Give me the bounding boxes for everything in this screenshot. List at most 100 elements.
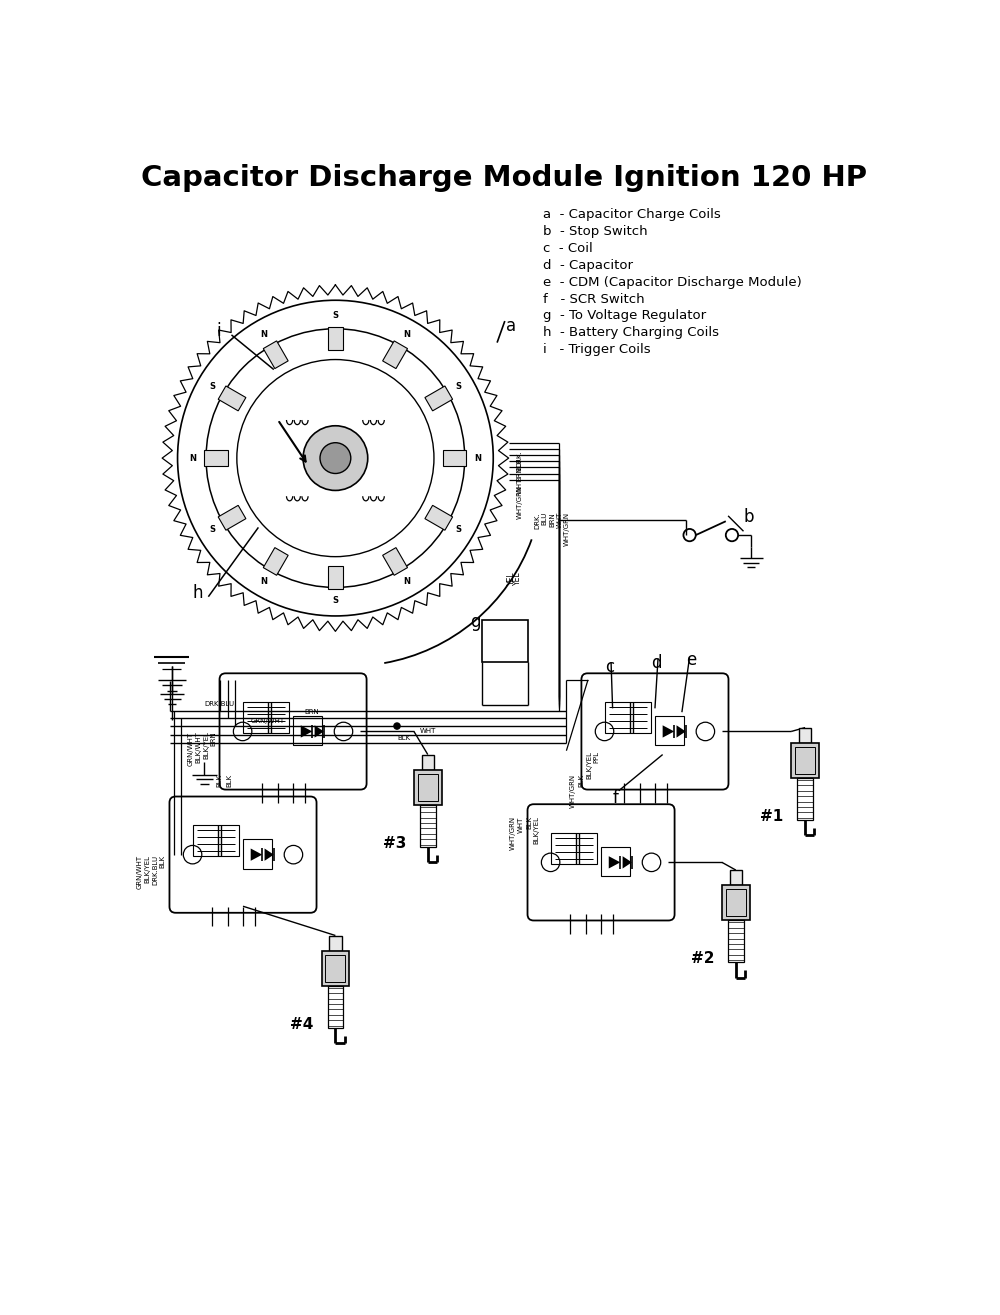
Text: #4: #4 (290, 1016, 314, 1031)
Text: c  - Coil: c - Coil (543, 242, 593, 255)
Bar (425, 505, 453, 530)
Text: GRN/WHT: GRN/WHT (188, 731, 194, 765)
Text: BRN: BRN (211, 731, 217, 746)
Text: BRN: BRN (549, 512, 555, 527)
Text: h  - Battery Charging Coils: h - Battery Charging Coils (543, 326, 719, 339)
Text: S: S (209, 525, 215, 534)
Text: BLK: BLK (160, 855, 166, 868)
Bar (728, 920, 744, 963)
Text: GRN/WHT: GRN/WHT (137, 855, 143, 889)
Text: YEL: YEL (507, 572, 516, 585)
Polygon shape (265, 848, 274, 861)
Bar (193, 826, 239, 856)
Circle shape (303, 426, 368, 490)
Bar (420, 805, 436, 847)
Text: BLK/YEL: BLK/YEL (533, 817, 539, 844)
Bar (422, 755, 434, 771)
Text: YEL: YEL (512, 572, 522, 585)
Bar (263, 547, 288, 576)
Bar (383, 341, 408, 368)
Bar (204, 451, 228, 466)
Text: N: N (403, 577, 410, 586)
Text: DRK.BLU: DRK.BLU (204, 701, 235, 707)
Bar (795, 747, 815, 773)
Text: WHT: WHT (420, 727, 436, 734)
Text: g  - To Voltage Regulator: g - To Voltage Regulator (543, 309, 706, 322)
Text: #1: #1 (760, 809, 784, 823)
Text: a: a (506, 317, 516, 334)
Bar (730, 871, 742, 885)
Text: BLU: BLU (516, 458, 522, 472)
Bar (655, 717, 684, 746)
Text: BLK: BLK (526, 817, 532, 830)
Text: e  - CDM (Capacitor Discharge Module): e - CDM (Capacitor Discharge Module) (543, 276, 802, 288)
Text: BLK: BLK (578, 773, 584, 786)
Polygon shape (663, 726, 674, 738)
Text: BLK/WHT: BLK/WHT (195, 731, 201, 763)
Text: #3: #3 (383, 835, 406, 851)
Bar (482, 619, 528, 663)
Bar (263, 341, 288, 368)
Bar (328, 327, 343, 350)
Bar (383, 547, 408, 576)
Text: WHT/GRN: WHT/GRN (570, 773, 576, 807)
Text: S: S (209, 383, 215, 392)
Text: S: S (332, 312, 338, 320)
Bar (243, 702, 289, 732)
Bar (218, 387, 246, 410)
Text: BLU: BLU (542, 512, 548, 526)
Bar (791, 743, 819, 777)
Text: c: c (605, 659, 614, 676)
Text: i   - Trigger Coils: i - Trigger Coils (543, 343, 651, 356)
Polygon shape (677, 726, 686, 738)
Text: h: h (193, 584, 203, 602)
Text: f   - SCR Switch: f - SCR Switch (543, 292, 645, 305)
Text: DRK.: DRK. (534, 512, 540, 529)
Bar (243, 839, 272, 868)
Bar (325, 955, 345, 982)
Text: BLK/YEL: BLK/YEL (144, 855, 150, 882)
Bar (601, 847, 630, 876)
Text: d: d (651, 655, 662, 672)
Text: i: i (216, 322, 221, 341)
Text: S: S (332, 596, 338, 605)
Bar (605, 702, 651, 732)
Text: BLK: BLK (226, 773, 232, 786)
Bar (551, 834, 597, 864)
Text: N: N (474, 454, 481, 463)
Text: BLK: BLK (397, 735, 410, 742)
Text: N: N (189, 454, 196, 463)
Text: WHT: WHT (516, 477, 522, 493)
Bar (293, 717, 322, 746)
Text: g: g (470, 613, 481, 631)
Bar (414, 771, 442, 805)
Bar (722, 885, 750, 920)
Text: N: N (403, 330, 410, 339)
Text: WHT: WHT (557, 512, 563, 529)
Polygon shape (623, 856, 632, 868)
Bar (799, 727, 811, 743)
Bar (443, 451, 466, 466)
Text: BLK/YEL: BLK/YEL (586, 751, 592, 778)
Text: DRK.BLU: DRK.BLU (152, 855, 158, 885)
Text: WHT/GRN: WHT/GRN (564, 512, 570, 546)
Text: d  - Capacitor: d - Capacitor (543, 259, 633, 272)
Text: #2: #2 (691, 951, 714, 967)
Polygon shape (609, 856, 620, 868)
Polygon shape (315, 726, 324, 738)
Text: BLK/YEL: BLK/YEL (203, 731, 209, 760)
Text: BRN: BRN (516, 466, 522, 480)
Text: BRN: BRN (305, 709, 319, 715)
Text: f: f (613, 789, 618, 807)
Text: WHT/GRN: WHT/GRN (510, 817, 516, 851)
Bar (322, 951, 349, 985)
Bar (328, 565, 343, 589)
Text: GRN/WHT: GRN/WHT (251, 718, 285, 725)
Bar (726, 889, 746, 917)
Text: DRK.: DRK. (516, 451, 522, 467)
Text: BLK: BLK (216, 773, 222, 786)
Text: b: b (744, 508, 754, 526)
Text: S: S (456, 525, 462, 534)
Text: N: N (261, 330, 268, 339)
Text: PPL: PPL (593, 751, 599, 763)
